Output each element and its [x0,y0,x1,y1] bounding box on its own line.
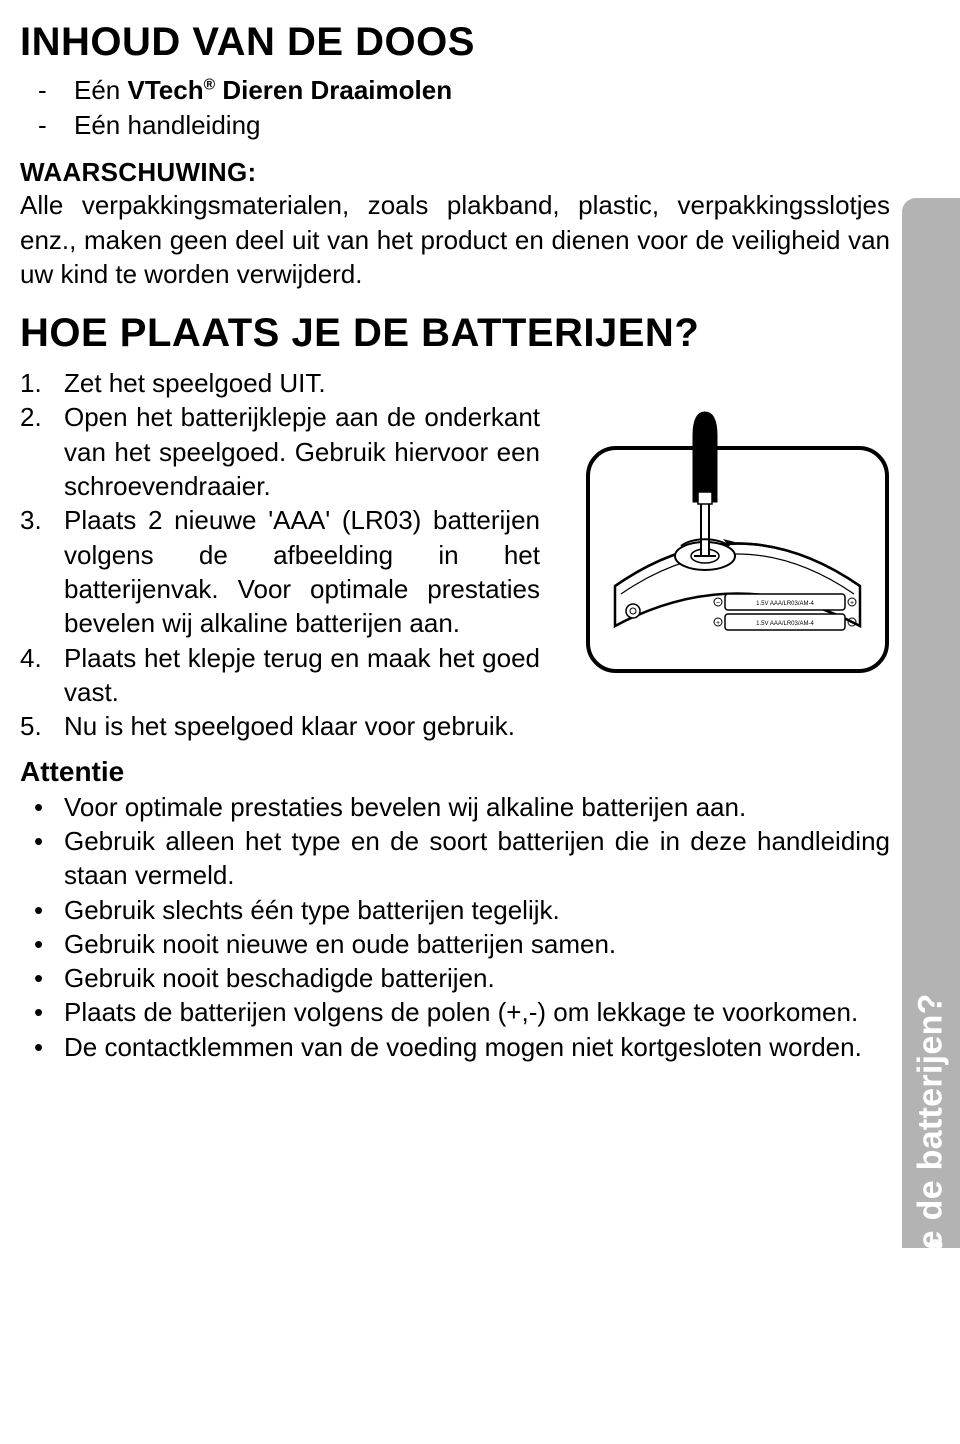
steps-with-figure: Zet het speelgoed UIT. Open het batterij… [20,366,890,743]
warning-body: Alle verpakkingsmaterialen, zoals plakba… [20,188,890,291]
svg-text:−: − [850,620,854,627]
item-prefix: Eén [74,75,128,105]
manual-page: INHOUD VAN DE DOOS Eén VTech® Dieren Dra… [0,0,960,1282]
attention-list: Voor optimale prestaties bevelen wij alk… [20,790,890,1065]
bullet-item: Plaats de batterijen volgens de polen (+… [20,995,890,1029]
item-product: Dieren Draaimolen [215,75,452,105]
warning-label: WAARSCHUWING: [20,157,890,188]
battery-label-2: 1.5V AAA/LR03/AM-4 [756,621,814,627]
svg-text:+: + [716,620,720,627]
step-item: Plaats het klepje terug en maak het goed… [20,641,540,710]
bullet-item: Voor optimale prestaties bevelen wij alk… [20,790,890,824]
bullet-item: Gebruik slechts één type batterijen tege… [20,893,890,927]
item-reg: ® [204,76,216,93]
battery-diagram: 1.5V AAA/LR03/AM-4 1.5V AAA/LR03/AM-4 − … [585,406,890,674]
battery-label-1: 1.5V AAA/LR03/AM-4 [756,601,814,607]
bullet-item: Gebruik nooit nieuwe en oude batterijen … [20,927,890,961]
page-number: 3 [927,1234,944,1268]
step-item: Zet het speelgoed UIT. [20,366,540,400]
step-item: Plaats 2 nieuwe 'AAA' (LR03) batterijen … [20,503,540,640]
box-contents-list: Eén VTech® Dieren Draaimolen Eén handlei… [20,73,890,143]
step-item: Open het batterijklepje aan de onderkant… [20,400,540,503]
item-brand: VTech [128,75,204,105]
bullet-item: Gebruik alleen het type en de soort batt… [20,824,890,893]
list-item: Eén handleiding [20,108,890,143]
svg-text:−: − [716,600,720,607]
battery-diagram-svg: 1.5V AAA/LR03/AM-4 1.5V AAA/LR03/AM-4 − … [585,406,890,674]
content-column: INHOUD VAN DE DOOS Eén VTech® Dieren Dra… [20,20,890,1064]
bullet-item: De contactklemmen van de voeding mogen n… [20,1030,890,1064]
svg-text:+: + [850,600,854,607]
section1-title: INHOUD VAN DE DOOS [20,20,890,65]
list-item: Eén VTech® Dieren Draaimolen [20,73,890,108]
step-item: Nu is het speelgoed klaar voor gebruik. [20,709,890,743]
warning-block: WAARSCHUWING: Alle verpakkingsmaterialen… [20,157,890,291]
section2-title: HOE PLAATS JE DE BATTERIJEN? [20,311,890,356]
attention-title: Attentie [20,756,890,788]
side-tab: Hoe plaats je de batterijen? [902,198,960,1248]
bullet-item: Gebruik nooit beschadigde batterijen. [20,961,890,995]
side-tab-text: Hoe plaats je de batterijen? [912,993,951,1444]
